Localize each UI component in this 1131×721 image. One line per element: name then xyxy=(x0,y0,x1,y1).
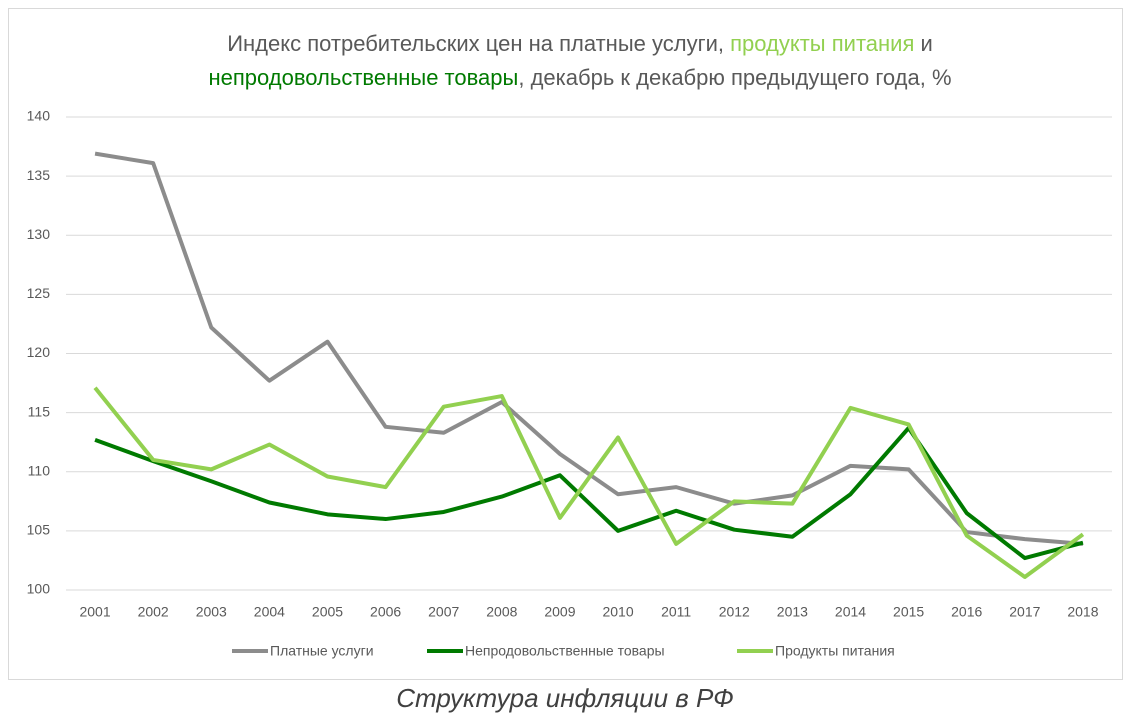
title-part: и xyxy=(914,31,932,56)
chart-title: непродовольственные товары, декабрь к де… xyxy=(208,65,951,90)
x-tick-label: 2012 xyxy=(719,604,750,620)
x-tick-label: 2002 xyxy=(138,604,169,620)
x-tick-label: 2014 xyxy=(835,604,866,620)
x-tick-label: 2004 xyxy=(254,604,285,620)
x-tick-label: 2009 xyxy=(544,604,575,620)
y-tick-label: 105 xyxy=(27,522,51,538)
legend-label: Продукты питания xyxy=(775,643,895,659)
caption: Структура инфляции в РФ xyxy=(396,683,734,713)
chart-frame xyxy=(8,8,1123,680)
y-tick-label: 125 xyxy=(27,285,51,301)
title-part: , декабрь к декабрю предыдущего года, % xyxy=(518,65,951,90)
x-tick-label: 2003 xyxy=(196,604,227,620)
legend-label: Платные услуги xyxy=(270,643,374,659)
x-tick-label: 2016 xyxy=(951,604,982,620)
series-line xyxy=(94,151,1084,546)
y-tick-label: 140 xyxy=(27,108,51,124)
x-tick-label: 2015 xyxy=(893,604,924,620)
x-tick-label: 2010 xyxy=(602,604,633,620)
y-tick-label: 130 xyxy=(27,226,51,242)
x-tick-label: 2007 xyxy=(428,604,459,620)
x-tick-label: 2018 xyxy=(1067,604,1098,620)
title-part: непродовольственные товары xyxy=(208,65,518,90)
y-tick-label: 120 xyxy=(27,344,51,360)
x-tick-label: 2017 xyxy=(1009,604,1040,620)
title-part: продукты питания xyxy=(730,31,914,56)
chart-title: Индекс потребительских цен на платные ус… xyxy=(227,31,933,56)
x-tick-label: 2005 xyxy=(312,604,343,620)
y-tick-label: 135 xyxy=(27,167,51,183)
x-tick-label: 2001 xyxy=(79,604,110,620)
y-tick-label: 110 xyxy=(28,462,51,478)
x-tick-label: 2006 xyxy=(370,604,401,620)
y-tick-label: 115 xyxy=(28,403,51,419)
x-tick-label: 2011 xyxy=(661,604,691,620)
title-part: Индекс потребительских цен на платные ус… xyxy=(227,31,730,56)
legend-label: Непродовольственные товары xyxy=(465,643,665,659)
x-tick-label: 2013 xyxy=(777,604,808,620)
y-tick-label: 100 xyxy=(27,581,51,597)
x-tick-label: 2008 xyxy=(486,604,517,620)
series-line xyxy=(93,386,1085,579)
